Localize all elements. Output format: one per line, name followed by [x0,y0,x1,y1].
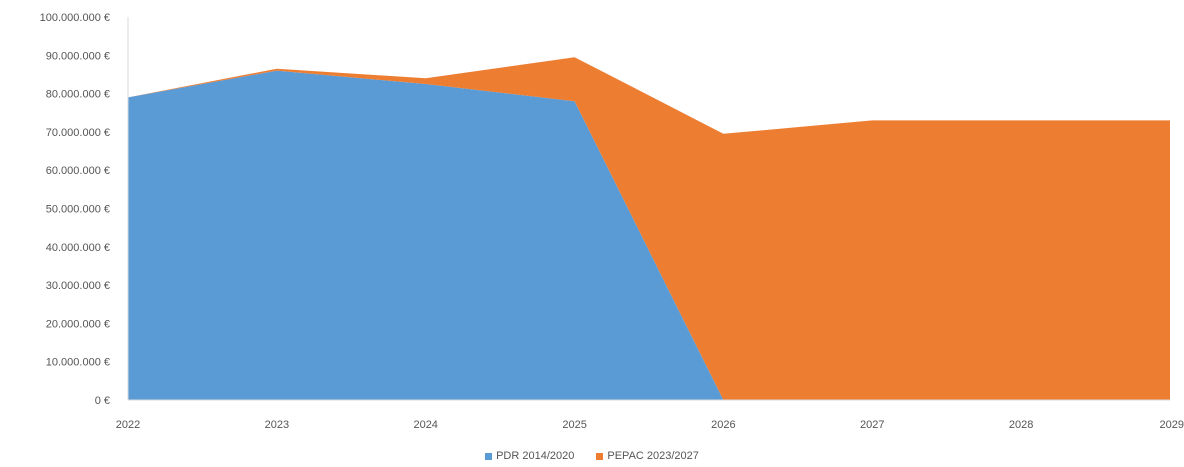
y-tick-label: 90.000.000 € [46,50,110,62]
x-tick-label: 2028 [1009,419,1033,431]
x-axis-ticks: 2022 2023 2024 2025 2026 2027 2028 2029 [116,419,1184,431]
area-series-2 [128,57,1170,400]
x-tick-label: 2026 [711,419,735,431]
legend-item-2: PEPAC 2023/2027 [596,450,699,462]
legend-item-1: PDR 2014/2020 [485,450,574,462]
legend-swatch [485,452,493,460]
x-tick-label: 2023 [265,419,289,431]
y-tick-label: 40.000.000 € [46,242,110,254]
legend: PDR 2014/2020 PEPAC 2023/2027 [0,450,1184,462]
y-tick-label: 60.000.000 € [46,165,110,177]
x-tick-label: 2027 [860,419,884,431]
axes [127,17,1170,401]
legend-label: PEPAC 2023/2027 [607,450,699,462]
y-tick-label: 20.000.000 € [46,318,110,330]
y-tick-label: 0 € [95,395,110,407]
y-tick-label: 70.000.000 € [46,127,110,139]
legend-label: PDR 2014/2020 [496,450,575,462]
y-tick-label: 10.000.000 € [46,357,110,369]
x-tick-label: 2022 [116,419,140,431]
legend-swatch [596,452,604,460]
y-tick-label: 80.000.000 € [46,89,110,101]
y-tick-label: 30.000.000 € [46,280,110,292]
area-series-1 [128,70,1170,400]
y-tick-label: 100.000.000 € [40,12,110,24]
x-tick-label: 2024 [413,419,437,431]
series-areas [128,57,1170,400]
x-tick-label: 2025 [562,419,586,431]
x-tick-label: 2029 [1160,419,1184,431]
y-tick-label: 50.000.000 € [46,204,110,216]
y-axis-ticks: 0 € 10.000.000 € 20.000.000 € 30.000.000 € 4… [40,12,110,407]
